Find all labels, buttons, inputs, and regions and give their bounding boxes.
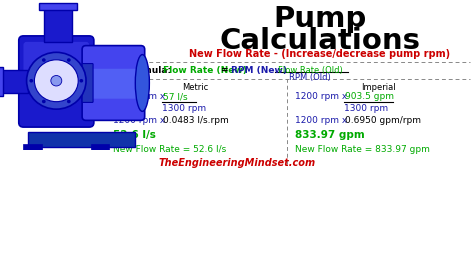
Circle shape bbox=[27, 52, 86, 109]
Text: Flow Rate (New): Flow Rate (New) bbox=[163, 66, 247, 75]
Bar bbox=[39, 3, 77, 10]
Bar bbox=[28, 132, 135, 147]
FancyBboxPatch shape bbox=[82, 64, 93, 103]
Circle shape bbox=[67, 100, 71, 103]
Text: 833.97 gpm: 833.97 gpm bbox=[295, 130, 365, 140]
Circle shape bbox=[42, 58, 46, 62]
Text: New Flow Rate = 52.6 l/s: New Flow Rate = 52.6 l/s bbox=[113, 145, 226, 154]
FancyBboxPatch shape bbox=[88, 69, 137, 99]
Bar bbox=[91, 144, 109, 150]
FancyBboxPatch shape bbox=[19, 36, 94, 127]
Text: 903.5 gpm: 903.5 gpm bbox=[345, 92, 394, 101]
Text: Metric: Metric bbox=[182, 83, 208, 92]
Text: New Flow Rate = 833.97 gpm: New Flow Rate = 833.97 gpm bbox=[295, 145, 430, 154]
Text: 0.6950 gpm/rpm: 0.6950 gpm/rpm bbox=[345, 116, 421, 125]
Text: RPM (Old): RPM (Old) bbox=[289, 73, 331, 82]
Text: Calculations: Calculations bbox=[219, 27, 420, 55]
Circle shape bbox=[51, 76, 62, 86]
Bar bbox=[0, 67, 3, 96]
Text: RPM (New): RPM (New) bbox=[231, 66, 287, 75]
Text: 1200 rpm x: 1200 rpm x bbox=[113, 116, 165, 125]
Text: 1200 rpm x: 1200 rpm x bbox=[113, 92, 165, 101]
FancyBboxPatch shape bbox=[24, 42, 89, 85]
Text: 1300 rpm: 1300 rpm bbox=[344, 104, 388, 113]
Text: =: = bbox=[221, 66, 228, 75]
Circle shape bbox=[35, 60, 78, 102]
Text: 1200 rpm x: 1200 rpm x bbox=[295, 92, 347, 101]
Ellipse shape bbox=[135, 54, 149, 111]
Circle shape bbox=[29, 79, 33, 83]
Circle shape bbox=[80, 79, 83, 83]
Text: New Flow Rate - (Increase/decrease pump rpm): New Flow Rate - (Increase/decrease pump … bbox=[190, 49, 451, 59]
Text: Imperial: Imperial bbox=[361, 83, 395, 92]
Circle shape bbox=[67, 58, 71, 62]
Text: Flow Rate (Old): Flow Rate (Old) bbox=[278, 66, 342, 75]
Circle shape bbox=[42, 100, 46, 103]
Text: Formula:: Formula: bbox=[126, 66, 171, 75]
Text: 1300 rpm: 1300 rpm bbox=[162, 104, 206, 113]
FancyBboxPatch shape bbox=[82, 46, 145, 120]
Text: TheEngineeringMindset.com: TheEngineeringMindset.com bbox=[158, 158, 316, 168]
Bar bbox=[44, 7, 72, 42]
Bar bbox=[24, 144, 42, 150]
Text: 1200 rpm x: 1200 rpm x bbox=[295, 116, 347, 125]
Bar bbox=[0, 70, 28, 93]
Text: Pump: Pump bbox=[273, 5, 366, 33]
Text: 52.6 l/s: 52.6 l/s bbox=[113, 130, 156, 140]
Text: 57 l/s: 57 l/s bbox=[163, 92, 188, 101]
Text: 0.0483 l/s.rpm: 0.0483 l/s.rpm bbox=[163, 116, 229, 125]
